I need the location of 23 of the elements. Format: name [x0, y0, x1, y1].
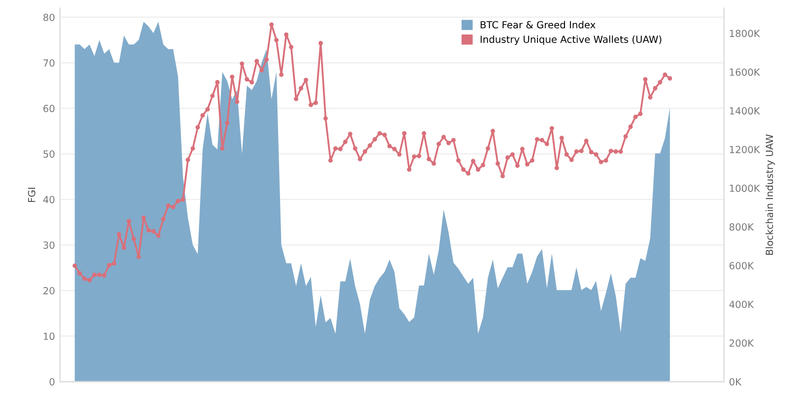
y-tick-label: 70: [44, 59, 54, 67]
legend-label: BTC Fear & Greed Index: [480, 20, 596, 28]
y2-tick-label: 0K: [730, 378, 742, 386]
y-tick-label: 60: [43, 104, 54, 112]
y-tick-label: 40: [43, 196, 54, 204]
y-tick-label: 30: [44, 241, 54, 249]
y2-tick-label: 1600K: [730, 68, 760, 76]
y-axis-title: FGI: [28, 188, 36, 202]
y2-tick-label: 800K: [730, 223, 754, 231]
y2-tick-label: 200K: [730, 339, 754, 347]
y-tick-label: 0: [50, 378, 54, 386]
y-tick-label: 80: [43, 14, 54, 22]
y2-tick-label: 600K: [730, 262, 754, 270]
y-tick-label: 10: [44, 332, 54, 340]
y2-tick-label: 1000K: [730, 184, 760, 192]
y2-tick-label: 1200K: [730, 146, 760, 154]
y-tick-label: 20: [43, 287, 54, 294]
y2-tick-label: 400K: [729, 300, 754, 308]
y-tick-label: 50: [44, 150, 54, 158]
legend-label: Industry Unique Active Wallets (UAW): [480, 35, 662, 45]
y2-tick-label: 1400K: [730, 107, 760, 115]
y2-axis-title: Blockchain Industry UAW: [766, 134, 775, 255]
y2-tick-label: 1800K: [730, 30, 760, 38]
